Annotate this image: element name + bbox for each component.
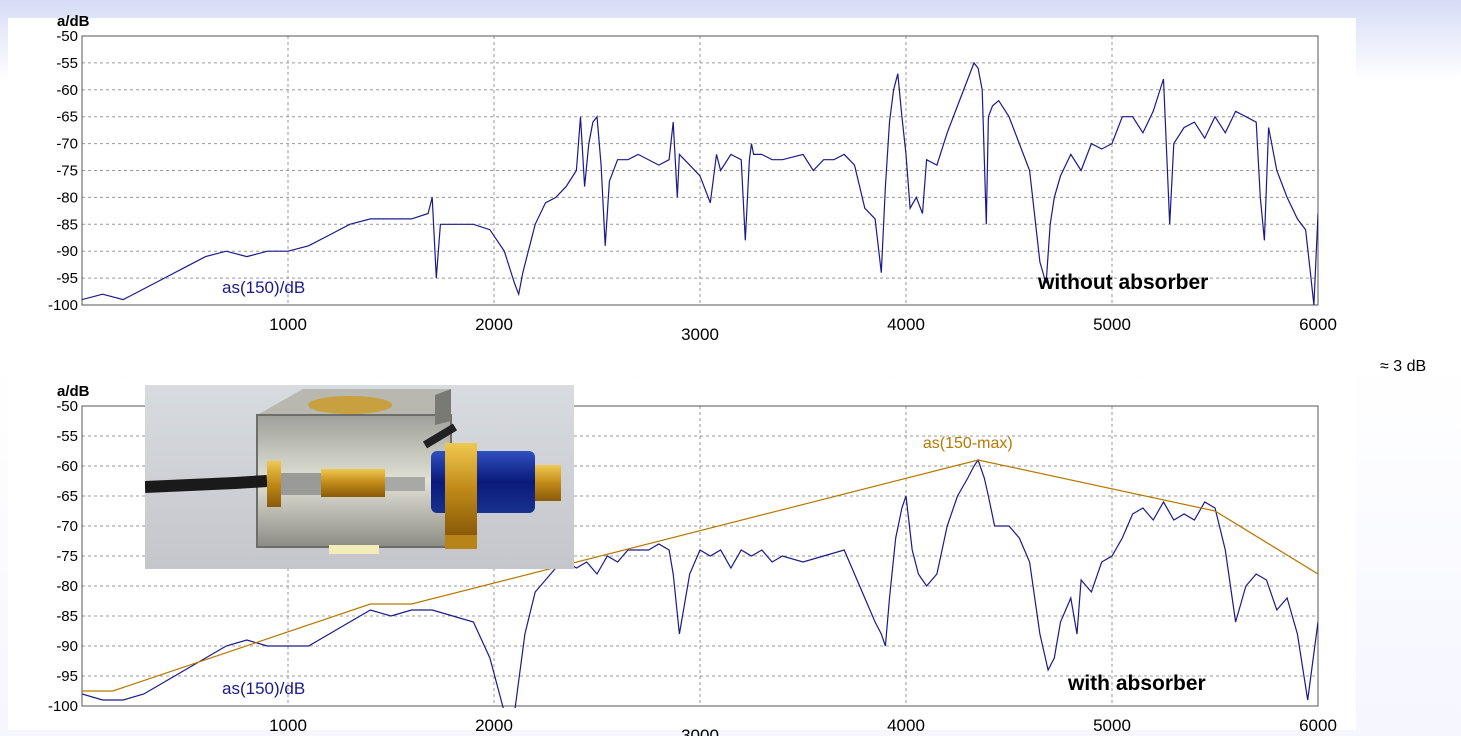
y-tick-label: -55 — [56, 55, 78, 72]
x-tick-label: 5000 — [1093, 315, 1131, 334]
x-tick-label: 3000 — [681, 325, 719, 344]
annotation-3db: ≈ 3 dB — [1380, 358, 1427, 375]
x-tick-label: 6000 — [1299, 315, 1337, 334]
x-tick-label: 1000 — [269, 716, 307, 735]
y-tick-label: -85 — [56, 608, 78, 625]
x-tick-label: 2000 — [475, 716, 513, 735]
series-line-as150-max — [82, 459, 1318, 692]
y-tick-label: -85 — [56, 216, 78, 233]
series-label-as150: as(150)/dB — [222, 679, 305, 698]
x-tick-label: 4000 — [887, 716, 925, 735]
series-line-as150 — [82, 458, 1318, 708]
x-tick-label: 3000 — [681, 726, 719, 736]
y-tick-label: -65 — [56, 109, 78, 126]
fixture-photo-graphic — [145, 385, 574, 569]
series-label-as150: as(150)/dB — [222, 278, 305, 297]
y-tick-label: -100 — [48, 297, 78, 314]
y-tick-label: -70 — [56, 136, 78, 153]
chart-note: without absorber — [1037, 271, 1208, 294]
y-tick-label: -75 — [56, 163, 78, 180]
y-tick-label: -95 — [56, 270, 78, 287]
y-tick-label: -60 — [56, 82, 78, 99]
y-tick-label: -70 — [56, 518, 78, 535]
y-tick-label: -100 — [48, 698, 78, 715]
x-tick-label: 6000 — [1299, 716, 1337, 735]
x-tick-label: 4000 — [887, 315, 925, 334]
x-tick-label: 1000 — [269, 315, 307, 334]
y-tick-label: -90 — [56, 638, 78, 655]
x-tick-label: 5000 — [1093, 716, 1131, 735]
chart-top-panel — [8, 18, 1356, 351]
y-tick-label: -50 — [56, 28, 78, 45]
y-tick-label: -90 — [56, 243, 78, 260]
fixture-photo — [145, 385, 574, 569]
plot-frame — [81, 35, 1319, 306]
y-tick-label: -80 — [56, 578, 78, 595]
y-tick-label: -80 — [56, 189, 78, 206]
plot-frame — [81, 405, 1319, 707]
y-axis-label: a/dB — [57, 13, 90, 30]
y-tick-label: -50 — [56, 398, 78, 415]
series-label-as150-max: as(150-max) — [923, 435, 1013, 452]
chart-note: with absorber — [1067, 672, 1206, 695]
y-tick-label: -65 — [56, 488, 78, 505]
series-line-as150 — [82, 61, 1318, 306]
y-tick-label: -60 — [56, 458, 78, 475]
x-tick-label: 2000 — [475, 315, 513, 334]
y-tick-label: -55 — [56, 428, 78, 445]
y-tick-label: -95 — [56, 668, 78, 685]
y-tick-label: -75 — [56, 548, 78, 565]
y-axis-label: a/dB — [57, 383, 90, 400]
